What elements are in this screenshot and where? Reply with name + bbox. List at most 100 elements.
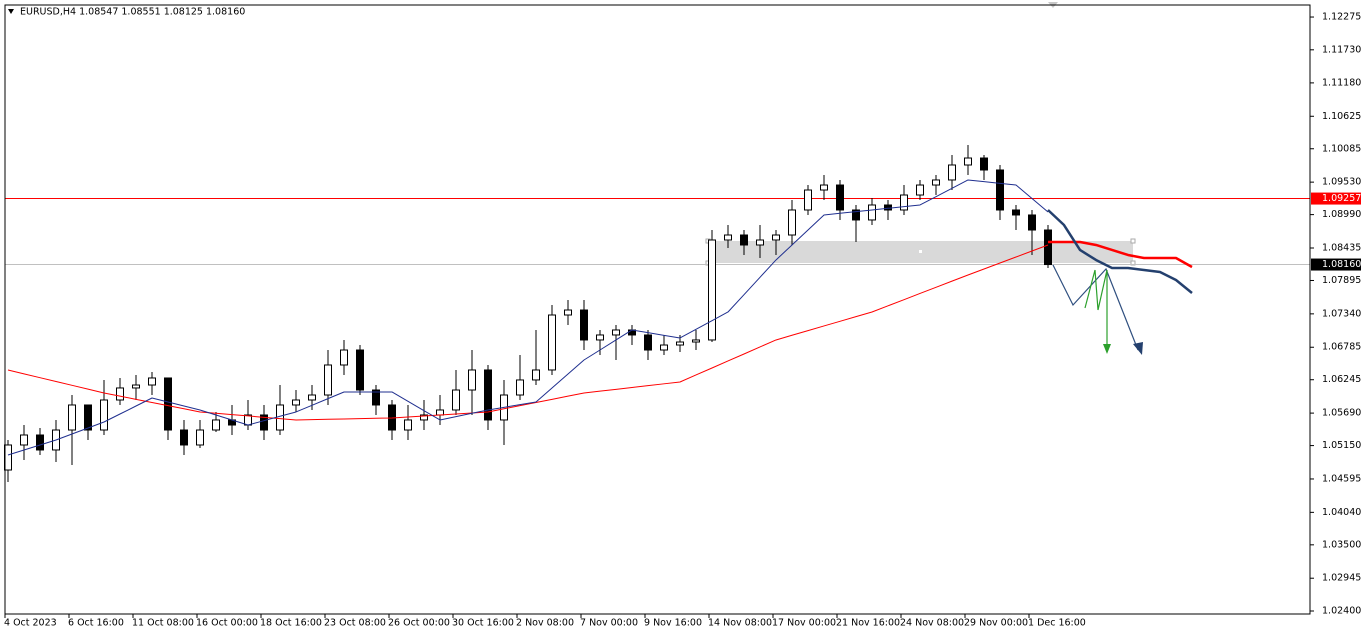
candle-body [356, 349, 364, 391]
price-label-box [1311, 192, 1361, 205]
candle-body [820, 184, 828, 191]
candle-body [916, 184, 924, 196]
candle-body [948, 164, 956, 181]
x-tick-label: 16 Oct 00:00 [196, 618, 258, 629]
y-tick-label: 1.07340 [1322, 308, 1361, 319]
chart-title: EURUSD,H4 1.08547 1.08551 1.08125 1.0816… [20, 7, 245, 18]
y-tick-label: 1.08435 [1322, 242, 1361, 253]
candle-body [612, 329, 620, 336]
arrow-head [1133, 342, 1143, 355]
candle-body [436, 409, 444, 416]
plot-layer: 1.12275 1.11730 1.11180 1.10625 1.10085 1.095… [4, 12, 1361, 629]
price-label-box [1311, 258, 1361, 271]
y-tick-label: 1.10085 [1322, 143, 1361, 154]
candle-body [772, 234, 780, 241]
candle-body [788, 209, 796, 236]
candle-body [276, 404, 284, 431]
candle-body [996, 169, 1004, 211]
candle-body [964, 157, 972, 166]
candle-body [292, 399, 300, 406]
candle-body [84, 404, 92, 431]
x-tick-label: 11 Oct 08:00 [132, 618, 194, 629]
projection-zigzag [1084, 269, 1108, 350]
price-label: 1.08160 [1322, 259, 1361, 270]
y-tick-label: 1.10625 [1322, 111, 1361, 122]
candle-body [804, 189, 812, 211]
candle-body [564, 309, 572, 316]
price-label: 1.09257 [1322, 193, 1361, 204]
candle-body [740, 234, 748, 246]
candle-body [724, 234, 732, 241]
candle-body [516, 379, 524, 396]
y-tick-label: 1.11180 [1322, 77, 1361, 88]
menu-arrow [8, 9, 14, 14]
candle-body [212, 419, 220, 431]
candle-body [1028, 214, 1036, 231]
zone-handle [919, 250, 922, 253]
zone-handle [1130, 238, 1136, 244]
candle-body [580, 309, 588, 341]
candle-body [36, 434, 44, 451]
y-tick-label: 1.02945 [1322, 573, 1361, 584]
candle-body [532, 369, 540, 381]
x-tick-label: 24 Nov 08:00 [900, 618, 964, 629]
y-tick-label: 1.02400 [1322, 605, 1361, 616]
candle-body [468, 369, 476, 391]
arrow-head [1103, 344, 1111, 354]
candle-body [548, 314, 556, 371]
candle-body [68, 404, 76, 431]
candle-body [420, 414, 428, 421]
candle-body [692, 339, 700, 343]
candle-body [660, 344, 668, 351]
x-tick-label: 9 Nov 16:00 [644, 618, 702, 629]
y-tick-label: 1.09530 [1322, 177, 1361, 188]
plot-border [4, 4, 1311, 615]
candle-body [4, 444, 12, 471]
candle-body [148, 377, 156, 386]
candle-body [676, 341, 684, 346]
candle-body [1044, 229, 1052, 266]
candle-body [340, 349, 348, 366]
candle-body [196, 429, 204, 446]
candle-body [980, 157, 988, 171]
y-tick-label: 1.08990 [1322, 209, 1361, 220]
y-tick-label: 1.11730 [1322, 44, 1361, 55]
indicator-line [1048, 240, 1193, 269]
y-tick-label: 1.05150 [1322, 440, 1361, 451]
x-tick-label: 21 Nov 16:00 [836, 618, 900, 629]
x-tick-label: 23 Oct 08:00 [324, 618, 386, 629]
candle-body [308, 394, 316, 401]
candle-body [756, 239, 764, 246]
candle-body [100, 399, 108, 431]
candle-body [452, 389, 460, 411]
y-tick-label: 1.06245 [1322, 374, 1361, 385]
x-tick-label: 7 Nov 00:00 [580, 618, 638, 629]
candle-body [932, 179, 940, 186]
y-tick-label: 1.07895 [1322, 275, 1361, 286]
y-tick-label: 1.06785 [1322, 342, 1361, 353]
x-tick-label: 4 Oct 2023 [4, 618, 57, 629]
candle-body [324, 364, 332, 396]
candle-body [372, 389, 380, 406]
candle-body [404, 419, 412, 431]
candle-body [132, 384, 140, 389]
x-tick-label: 2 Nov 08:00 [516, 618, 574, 629]
y-tick-label: 1.12275 [1322, 12, 1361, 23]
candle-body [20, 434, 28, 446]
candle-body [596, 334, 604, 341]
candle-body [708, 239, 716, 341]
candle-body [260, 414, 268, 431]
candle-body [180, 429, 188, 446]
indicator-line [7, 179, 1049, 456]
x-tick-label: 30 Oct 16:00 [452, 618, 514, 629]
candle-body [1012, 209, 1020, 216]
y-tick-label: 1.04040 [1322, 507, 1361, 518]
x-tick-label: 1 Dec 16:00 [1028, 618, 1086, 629]
y-tick-label: 1.03500 [1322, 539, 1361, 550]
indicator-line [1047, 209, 1193, 294]
candle-body [836, 184, 844, 211]
x-tick-label: 6 Oct 16:00 [68, 618, 124, 629]
